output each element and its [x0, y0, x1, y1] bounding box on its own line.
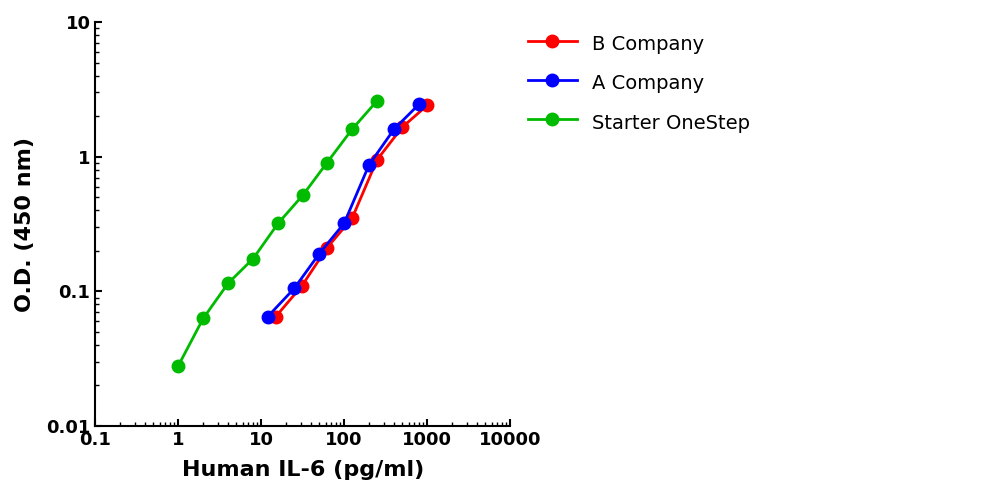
- Starter OneStep: [223, 280, 235, 286]
- A Company: [288, 286, 300, 292]
- Starter OneStep: [272, 220, 284, 226]
- B Company: [346, 215, 358, 221]
- A Company: [388, 126, 400, 132]
- Line: B Company: B Company: [269, 99, 434, 323]
- Line: A Company: A Company: [261, 98, 426, 323]
- Y-axis label: O.D. (450 nm): O.D. (450 nm): [15, 137, 35, 311]
- A Company: [339, 220, 350, 226]
- B Company: [270, 313, 282, 319]
- Starter OneStep: [371, 98, 383, 104]
- Line: Starter OneStep: Starter OneStep: [172, 95, 383, 372]
- B Company: [421, 102, 433, 108]
- Starter OneStep: [321, 160, 333, 166]
- Starter OneStep: [297, 192, 309, 198]
- B Company: [396, 124, 408, 130]
- Starter OneStep: [172, 363, 184, 369]
- B Company: [296, 283, 308, 289]
- A Company: [261, 313, 273, 319]
- X-axis label: Human IL-6 (pg/ml): Human IL-6 (pg/ml): [181, 460, 424, 480]
- A Company: [313, 251, 325, 257]
- B Company: [321, 245, 333, 251]
- Starter OneStep: [197, 315, 209, 321]
- A Company: [363, 162, 375, 168]
- Starter OneStep: [248, 255, 259, 261]
- Legend: B Company, A Company, Starter OneStep: B Company, A Company, Starter OneStep: [528, 32, 750, 134]
- Starter OneStep: [346, 126, 358, 132]
- A Company: [413, 101, 425, 107]
- B Company: [371, 157, 383, 163]
